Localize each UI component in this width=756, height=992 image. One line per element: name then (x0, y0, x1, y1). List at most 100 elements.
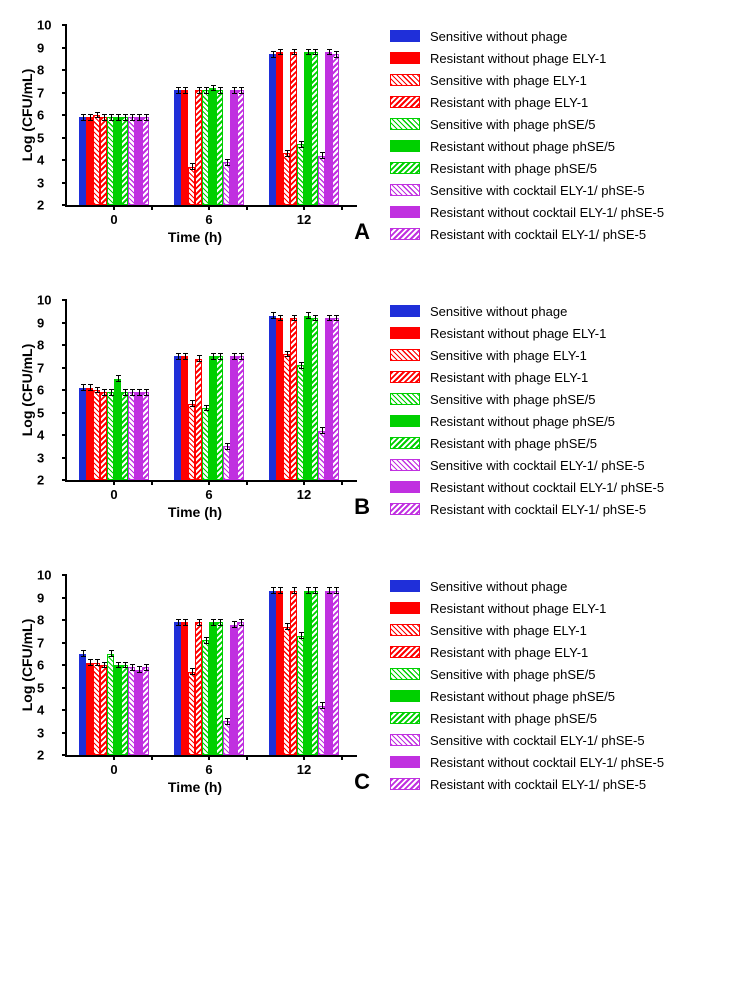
legend-label: Sensitive with phage ELY-1 (430, 348, 587, 363)
bar (135, 392, 142, 480)
error-bar (111, 650, 112, 657)
error-bar (192, 400, 193, 407)
error-bar (118, 375, 119, 382)
y-tick-mark (62, 597, 67, 599)
y-tick-label: 9 (37, 590, 44, 605)
legend-item: Sensitive with phage ELY-1 (390, 344, 664, 366)
error-bar (132, 114, 133, 121)
legend-label: Sensitive without phage (430, 29, 567, 44)
legend-swatch (390, 668, 420, 680)
bar (209, 356, 216, 480)
bar (128, 117, 135, 205)
bar (269, 54, 276, 205)
x-tick-mark (151, 480, 153, 485)
legend-item: Sensitive with phage phSE/5 (390, 388, 664, 410)
legend-label: Resistant with cocktail ELY-1/ phSE-5 (430, 227, 646, 242)
panel-C: Log (CFU/mL)Time (h)C23456789100612Sensi… (15, 565, 741, 795)
error-bar (185, 353, 186, 360)
panel-letter: A (354, 219, 370, 245)
bar (93, 115, 100, 205)
error-bar (104, 662, 105, 669)
x-tick-mark (341, 480, 343, 485)
error-bar (280, 587, 281, 594)
y-tick-label: 8 (37, 613, 44, 628)
bar (188, 672, 195, 755)
y-tick-label: 5 (37, 405, 44, 420)
bar (290, 52, 297, 205)
bar (318, 156, 325, 206)
bar (195, 359, 202, 481)
chart-area: Log (CFU/mL)Time (h)A23456789100612 (15, 15, 375, 245)
bar (174, 622, 181, 755)
bar (318, 706, 325, 756)
error-bar (227, 718, 228, 725)
x-tick-mark (151, 755, 153, 760)
legend-swatch (390, 778, 420, 790)
x-tick-label: 6 (205, 212, 212, 227)
bar (332, 591, 339, 755)
x-tick-label: 0 (110, 762, 117, 777)
legend-label: Resistant without phage phSE/5 (430, 414, 615, 429)
legend-swatch (390, 228, 420, 240)
legend-swatch (390, 349, 420, 361)
legend-label: Resistant with phage phSE/5 (430, 711, 597, 726)
error-bar (241, 619, 242, 626)
error-bar (146, 389, 147, 396)
legend-swatch (390, 624, 420, 636)
x-axis-label: Time (h) (168, 779, 222, 795)
x-tick-mark (151, 205, 153, 210)
error-bar (111, 389, 112, 396)
legend-swatch (390, 503, 420, 515)
error-bar (315, 315, 316, 322)
legend-swatch (390, 140, 420, 152)
bar (283, 354, 290, 480)
error-bar (199, 87, 200, 94)
y-tick-label: 10 (37, 18, 51, 33)
bar (276, 52, 283, 205)
legend-item: Resistant without phage ELY-1 (390, 597, 664, 619)
bar (100, 117, 107, 205)
bar (311, 318, 318, 480)
legend-item: Resistant with phage ELY-1 (390, 366, 664, 388)
y-tick-mark (62, 299, 67, 301)
bar (325, 591, 332, 755)
bar (230, 356, 237, 480)
y-tick-label: 3 (37, 450, 44, 465)
legend-label: Sensitive with phage phSE/5 (430, 117, 596, 132)
legend-label: Resistant without phage ELY-1 (430, 51, 606, 66)
bar (79, 654, 86, 755)
legend-label: Sensitive with phage ELY-1 (430, 73, 587, 88)
x-axis-label: Time (h) (168, 504, 222, 520)
error-bar (273, 51, 274, 58)
legend-label: Sensitive without phage (430, 304, 567, 319)
legend: Sensitive without phage Resistant without… (390, 290, 664, 520)
chart-area: Log (CFU/mL)Time (h)C23456789100612 (15, 565, 375, 795)
y-tick-label: 8 (37, 338, 44, 353)
y-tick-label: 2 (37, 473, 44, 488)
bar (121, 392, 128, 480)
y-tick-mark (62, 412, 67, 414)
error-bar (234, 87, 235, 94)
bar (304, 316, 311, 480)
bar (230, 625, 237, 756)
x-tick-mark (303, 755, 305, 760)
y-axis-label: Log (CFU/mL) (19, 69, 35, 162)
legend-label: Sensitive without phage (430, 579, 567, 594)
error-bar (97, 659, 98, 666)
x-tick-mark (303, 480, 305, 485)
bar (107, 392, 114, 480)
y-tick-mark (62, 754, 67, 756)
bar (195, 622, 202, 755)
bar (188, 404, 195, 481)
x-tick-mark (113, 205, 115, 210)
y-tick-label: 5 (37, 680, 44, 695)
error-bar (287, 623, 288, 630)
bar (174, 90, 181, 205)
y-tick-label: 4 (37, 428, 44, 443)
error-bar (322, 427, 323, 434)
bar (216, 356, 223, 480)
bar (107, 654, 114, 755)
legend-label: Resistant with phage phSE/5 (430, 161, 597, 176)
error-bar (227, 159, 228, 166)
y-tick-label: 2 (37, 748, 44, 763)
